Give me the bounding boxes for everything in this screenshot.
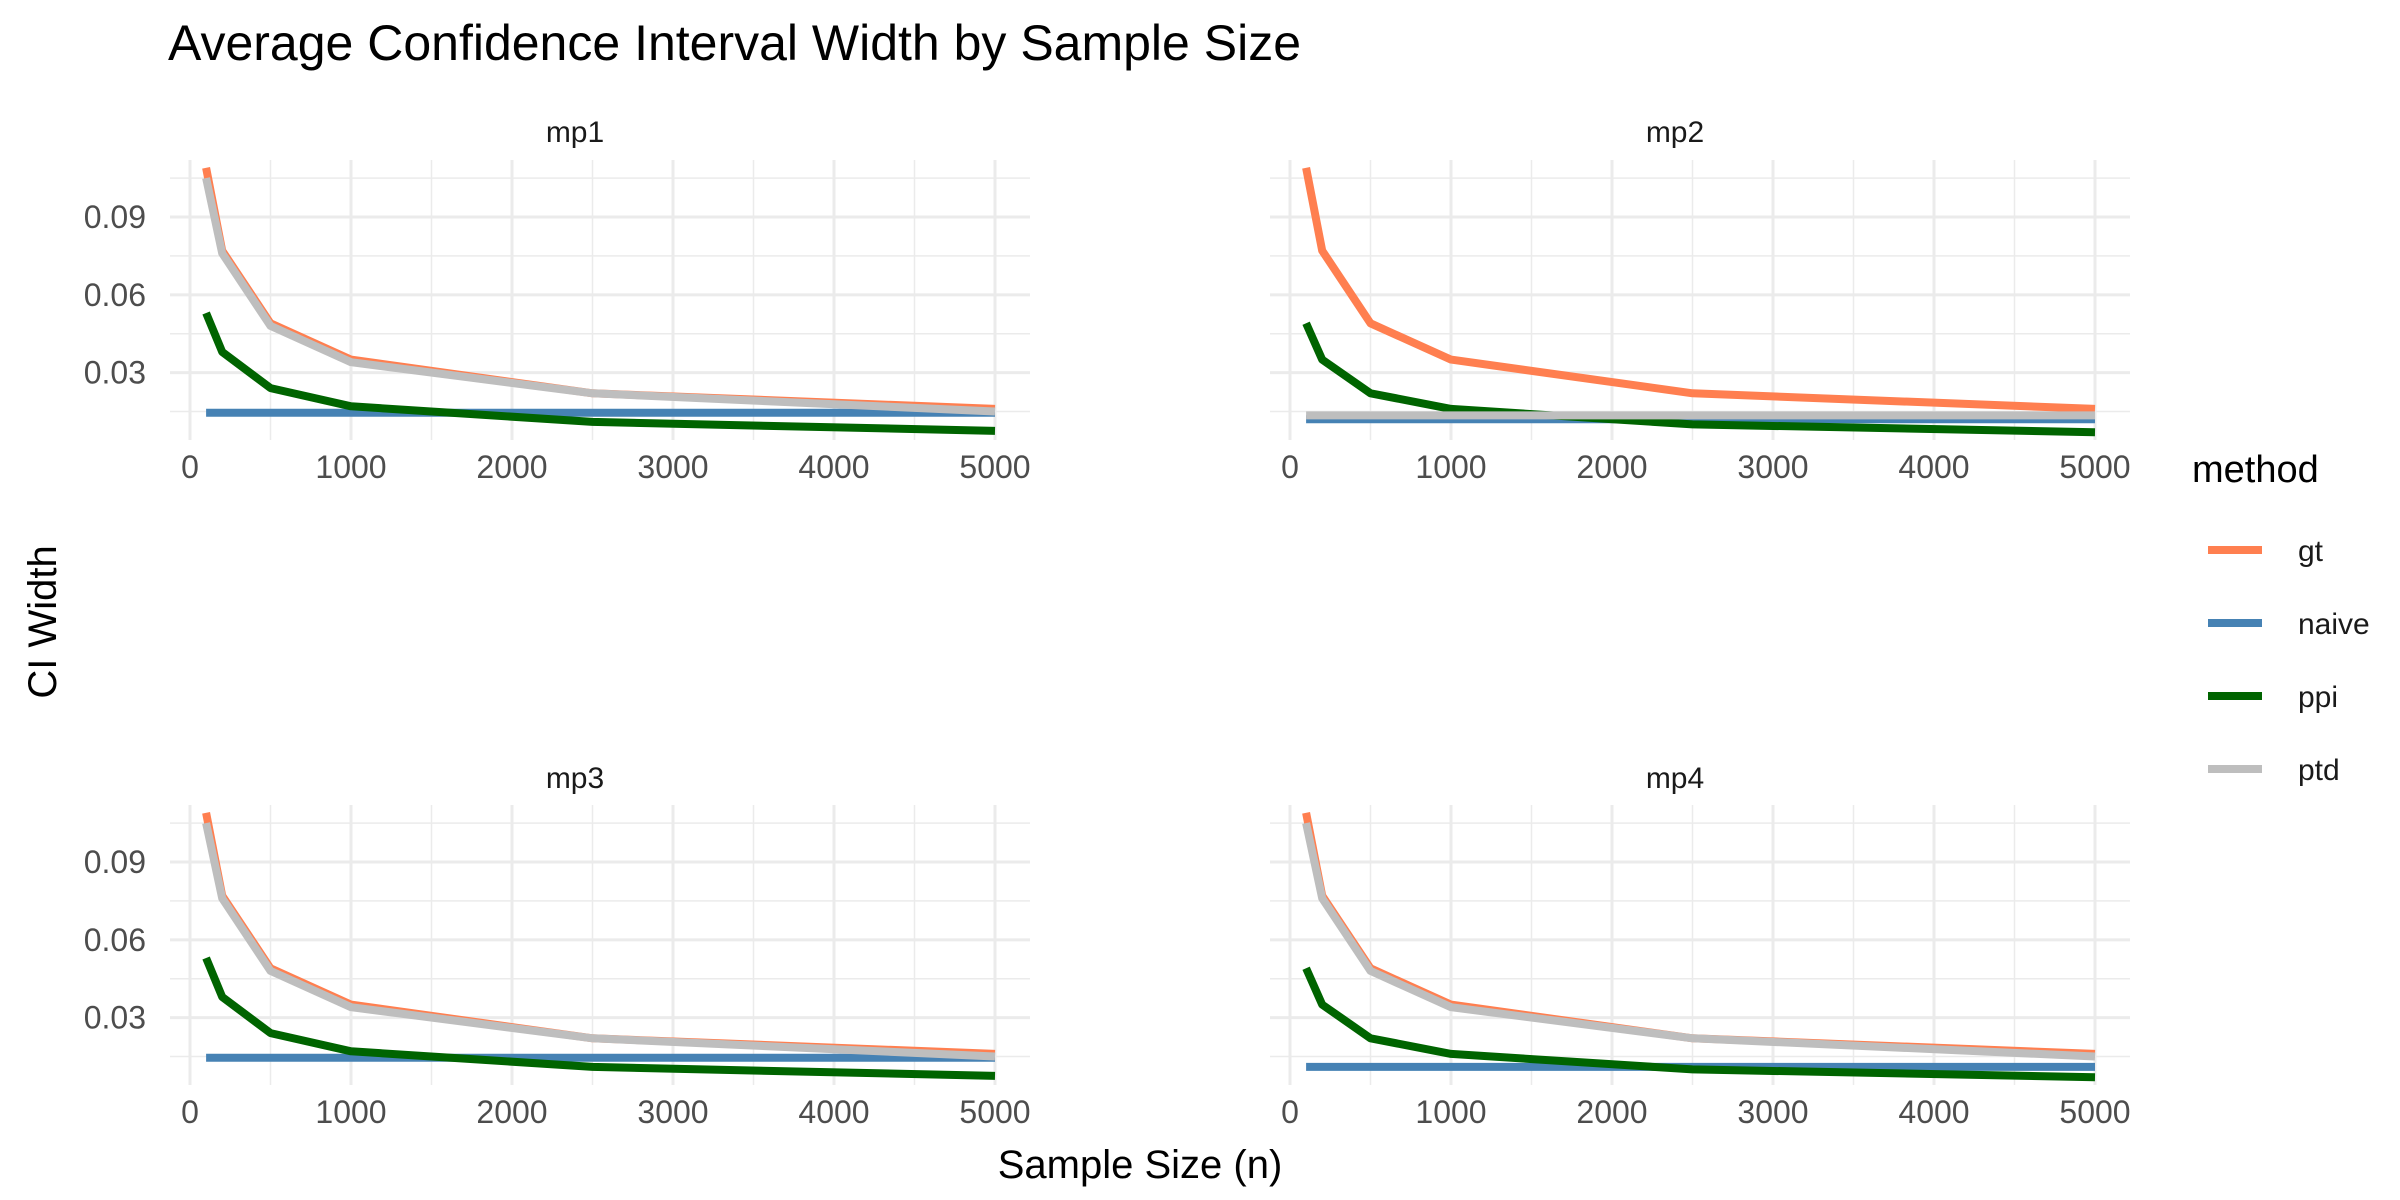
panel-strip-label: mp3 — [546, 762, 604, 795]
y-tick-label: 0.09 — [84, 844, 146, 880]
series-line-ppi — [202, 311, 996, 435]
x-tick-label: 1000 — [315, 1094, 386, 1130]
x-tick-label: 3000 — [1737, 1094, 1808, 1130]
x-tick-label: 2000 — [476, 449, 547, 485]
panel-mp3: mp3 0.03 0.06 0.09 0 1000 2000 3000 4000 5000 — [84, 762, 1031, 1130]
legend-label-naive: naive — [2298, 608, 2370, 641]
x-tick-label: 5000 — [2059, 1094, 2130, 1130]
x-tick-label: 0 — [181, 449, 199, 485]
y-tick-label: 0.09 — [84, 199, 146, 235]
series-line-ppi — [202, 956, 996, 1080]
x-tick-label: 4000 — [798, 449, 869, 485]
x-tick-label: 0 — [1281, 1094, 1299, 1130]
legend-label-ppi: ppi — [2298, 681, 2338, 714]
x-tick-label: 3000 — [637, 449, 708, 485]
x-tick-label: 3000 — [1737, 449, 1808, 485]
x-tick-label: 2000 — [1576, 1094, 1647, 1130]
x-tick-label: 2000 — [1576, 449, 1647, 485]
panel-strip-label: mp4 — [1646, 762, 1704, 795]
panel-mp1: mp1 0.03 0.06 0.09 0 1000 2000 3000 4000 5000 — [84, 116, 1031, 485]
series-line-ppi — [1302, 321, 2096, 437]
x-tick-label: 3000 — [637, 1094, 708, 1130]
legend-label-ptd: ptd — [2298, 754, 2340, 787]
x-tick-label: 5000 — [959, 1094, 1030, 1130]
x-tick-label: 2000 — [476, 1094, 547, 1130]
y-axis-title: CI Width — [21, 545, 65, 698]
panel-strip-label: mp1 — [546, 116, 604, 149]
x-tick-label: 0 — [1281, 449, 1299, 485]
panel-strip-label: mp2 — [1646, 116, 1704, 149]
panel-mp2: mp2 0 1000 2000 3000 4000 5000 — [1270, 116, 2131, 485]
x-tick-label: 4000 — [798, 1094, 869, 1130]
x-tick-label: 1000 — [1415, 449, 1486, 485]
x-tick-label: 5000 — [959, 449, 1030, 485]
x-axis-title: Sample Size (n) — [998, 1143, 1283, 1187]
x-tick-label: 5000 — [2059, 449, 2130, 485]
x-tick-label: 1000 — [1415, 1094, 1486, 1130]
x-tick-label: 1000 — [315, 449, 386, 485]
legend-label-gt: gt — [2298, 535, 2324, 568]
y-tick-label: 0.06 — [84, 277, 146, 313]
series-line-ptd — [202, 822, 996, 1061]
series-line-ptd — [202, 177, 996, 416]
legend-title: method — [2192, 449, 2319, 491]
y-tick-label: 0.06 — [84, 922, 146, 958]
panels-layer: mp1 0.03 0.06 0.09 0 1000 2000 3000 4000 5000 mp2 0… — [84, 116, 2131, 1130]
x-tick-label: 4000 — [1898, 449, 1969, 485]
x-tick-label: 4000 — [1898, 1094, 1969, 1130]
y-tick-label: 0.03 — [84, 355, 146, 391]
series-line-ppi — [1302, 966, 2096, 1082]
chart-title: Average Confidence Interval Width by Sam… — [168, 15, 1301, 71]
series-line-gt — [1302, 167, 2096, 413]
legend: method gt naive ppi ptd — [2192, 449, 2370, 787]
x-tick-label: 0 — [181, 1094, 199, 1130]
series-line-ptd — [1302, 822, 2096, 1061]
panel-mp4: mp4 0 1000 2000 3000 4000 5000 — [1270, 762, 2131, 1130]
y-tick-label: 0.03 — [84, 1000, 146, 1036]
